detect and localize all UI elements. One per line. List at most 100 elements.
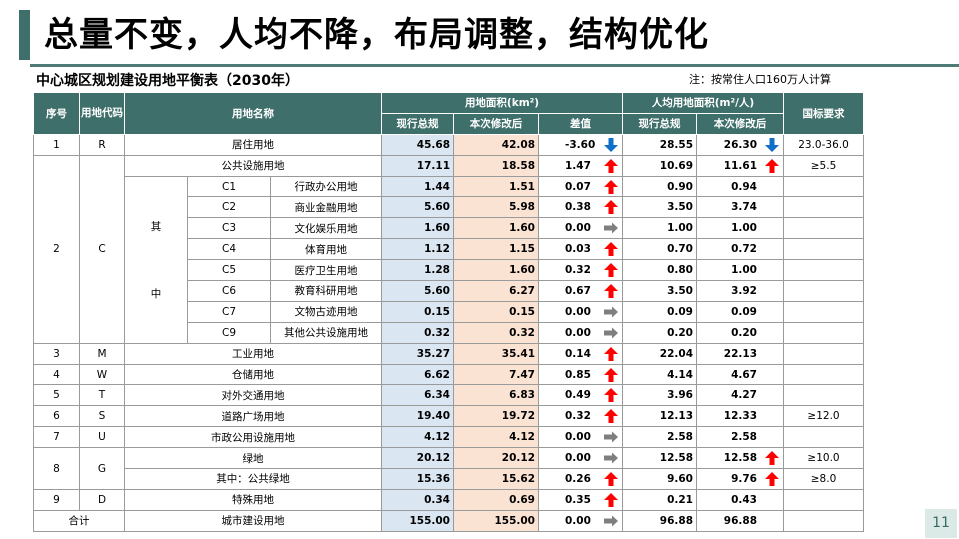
area-revised-cell: 1.51 — [453, 175, 539, 198]
sub-code-cell: C3 — [187, 217, 271, 240]
arrow-up-icon — [604, 158, 618, 173]
per-capita-current-cell: 22.04 — [622, 342, 697, 365]
per-capita-revised-cell: 22.13 — [696, 342, 784, 365]
area-current-cell: 4.12 — [381, 426, 454, 449]
table-row: C9 其他公共设施用地 0.32 0.32 0.00 0.20 0.20 — [34, 321, 864, 344]
header-row-1: 序号 用地代码 用地名称 用地面积(km²) 人均用地面积(m²/人) 国标要求 — [33, 92, 864, 135]
arrow-up-icon — [604, 367, 618, 382]
arrow-up-icon — [604, 263, 618, 278]
area-revised-cell: 4.12 — [453, 426, 539, 449]
table-row: 5 T 对外交通用地 6.34 6.83 0.49 3.96 4.27 — [33, 384, 864, 407]
per-capita-current-cell: 1.00 — [622, 217, 697, 240]
area-current-cell: 1.44 — [381, 175, 454, 198]
national-standard-cell — [783, 259, 864, 282]
name-cell: 体育用地 — [270, 238, 382, 261]
area-revised-cell: 1.15 — [453, 238, 539, 261]
code-cell: U — [79, 426, 125, 449]
area-diff-cell: 0.35 — [538, 488, 623, 511]
col-header-seq: 序号 — [33, 92, 80, 135]
table-row: 1 R 居住用地 45.68 42.08 -3.60 28.55 26.30 23.0-36.0 — [33, 133, 864, 156]
arrow-up-icon — [604, 179, 618, 194]
name-cell: 市政公用设施用地 — [124, 426, 382, 449]
area-diff-cell: 0.32 — [538, 405, 623, 428]
per-capita-revised-cell: 0.72 — [696, 238, 784, 261]
col-header-revised: 本次修改后 — [453, 112, 539, 135]
col-header-area: 用地面积(km²) — [381, 92, 623, 114]
arrow-up-icon — [765, 451, 779, 466]
area-current-cell: 5.60 — [381, 280, 454, 302]
area-revised-cell: 35.41 — [453, 342, 539, 365]
area-revised-cell: 0.69 — [453, 488, 539, 511]
name-cell: 城市建设用地 — [124, 509, 382, 532]
name-cell: 商业金融用地 — [270, 196, 382, 219]
table-row: C5 医疗卫生用地 1.28 1.60 0.32 0.80 1.00 — [34, 259, 864, 282]
per-capita-current-cell: 4.14 — [622, 363, 697, 386]
national-standard-cell — [783, 321, 864, 344]
per-capita-revised-cell: 26.30 — [696, 133, 784, 156]
area-revised-cell: 155.00 — [453, 509, 539, 532]
area-diff-cell: 0.00 — [538, 217, 623, 240]
national-standard-cell — [783, 509, 864, 532]
area-revised-cell: 0.32 — [453, 321, 539, 344]
sub-code-cell: C2 — [187, 196, 271, 219]
arrow-up-icon — [604, 492, 618, 507]
code-cell: D — [79, 488, 125, 511]
arrow-right-icon — [604, 452, 618, 464]
area-current-cell: 6.34 — [381, 384, 454, 407]
area-current-cell: 0.34 — [381, 488, 454, 511]
name-cell: 其中：公共绿地 — [124, 468, 382, 490]
name-cell: 文物古迹用地 — [270, 300, 382, 323]
per-capita-revised-cell: 3.92 — [696, 280, 784, 302]
arrow-up-icon — [604, 200, 618, 215]
national-standard-cell — [783, 175, 864, 198]
area-current-cell: 17.11 — [381, 154, 454, 177]
code-cell: G — [79, 447, 125, 490]
col-header-current: 现行总规 — [381, 112, 454, 135]
per-capita-current-cell: 10.69 — [622, 154, 697, 177]
arrow-down-icon — [765, 137, 779, 152]
table-row: 9 D 特殊用地 0.34 0.69 0.35 0.21 0.43 — [33, 488, 864, 511]
area-revised-cell: 42.08 — [453, 133, 539, 156]
code-cell: R — [79, 133, 125, 156]
area-diff-cell: 0.67 — [538, 280, 623, 302]
national-standard-cell: ≥8.0 — [783, 468, 864, 490]
arrow-right-icon — [604, 515, 618, 527]
per-capita-revised-cell: 1.00 — [696, 259, 784, 282]
area-diff-cell: 0.03 — [538, 238, 623, 261]
table-caption: 中心城区规划建设用地平衡表（2030年） — [36, 73, 299, 89]
area-diff-cell: 0.49 — [538, 384, 623, 407]
per-capita-current-cell: 3.50 — [622, 280, 697, 302]
national-standard-cell — [783, 342, 864, 365]
per-capita-revised-cell: 9.76 — [696, 468, 784, 490]
area-revised-cell: 20.12 — [453, 447, 539, 470]
per-capita-revised-cell: 4.27 — [696, 384, 784, 407]
area-revised-cell: 1.60 — [453, 217, 539, 240]
arrow-up-icon — [604, 472, 618, 487]
table-row: 7 U 市政公用设施用地 4.12 4.12 0.00 2.58 2.58 — [33, 426, 864, 449]
seq-cell: 8 — [33, 447, 80, 490]
area-revised-cell: 6.83 — [453, 384, 539, 407]
land-balance-table: 序号 用地代码 用地名称 用地面积(km²) 人均用地面积(m²/人) 国标要求… — [33, 92, 864, 532]
name-cell: 行政办公用地 — [270, 175, 382, 198]
code-cell: M — [79, 342, 125, 365]
code-cell: W — [79, 363, 125, 386]
per-capita-current-cell: 12.13 — [622, 405, 697, 428]
seq-cell: 6 — [33, 405, 80, 428]
arrow-up-icon — [604, 388, 618, 403]
name-cell: 特殊用地 — [124, 488, 382, 511]
area-revised-cell: 5.98 — [453, 196, 539, 219]
arrow-up-icon — [604, 346, 618, 361]
per-capita-current-cell: 3.50 — [622, 196, 697, 219]
national-standard-cell — [783, 217, 864, 240]
sub-code-cell: C9 — [187, 321, 271, 344]
national-standard-cell: ≥10.0 — [783, 447, 864, 470]
sub-group-label-bottom: 中 — [150, 287, 162, 300]
area-current-cell: 155.00 — [381, 509, 454, 532]
sub-code-cell: C7 — [187, 300, 271, 323]
area-revised-cell: 18.58 — [453, 154, 539, 177]
slide-title: 总量不变，人均不降，布局调整，结构优化 — [44, 15, 709, 55]
area-current-cell: 5.60 — [381, 196, 454, 219]
name-cell: 医疗卫生用地 — [270, 259, 382, 282]
area-diff-cell: 0.38 — [538, 196, 623, 219]
table-row: 其中：公共绿地 15.36 15.62 0.26 9.60 9.76 ≥8.0 — [34, 468, 864, 490]
